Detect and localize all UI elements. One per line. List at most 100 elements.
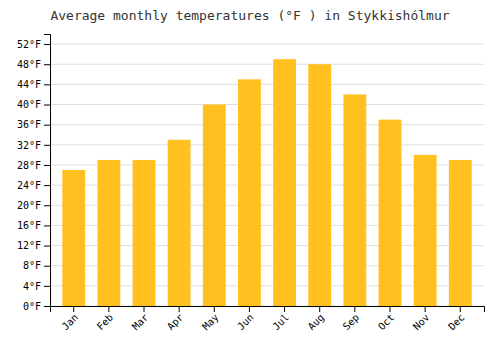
x-tick: Sep	[341, 306, 362, 332]
y-tick-label: 32°F	[17, 140, 41, 151]
x-tick-label: Mar	[130, 312, 151, 333]
y-tick: 28°F	[17, 160, 50, 171]
y-tick-mark	[44, 246, 50, 247]
y-tick-mark	[44, 125, 50, 126]
y-tick-mark	[44, 105, 50, 106]
y-tick-label: 24°F	[17, 180, 41, 191]
x-tick: Nov	[411, 306, 432, 332]
x-tick: Oct	[376, 306, 397, 332]
y-tick-mark	[44, 306, 50, 307]
bar	[449, 160, 472, 306]
x-tick: Jan	[60, 306, 81, 332]
x-tick-mark	[249, 306, 250, 312]
y-tick-label: 44°F	[17, 79, 41, 90]
y-tick: 0°F	[23, 301, 50, 312]
y-tick-label: 16°F	[17, 220, 41, 231]
x-tick: Mar	[130, 306, 151, 332]
x-tick-label: Oct	[376, 312, 397, 333]
grid-line	[50, 84, 484, 85]
x-tick: Jul	[270, 306, 291, 332]
x-tick-mark	[144, 306, 145, 312]
x-tick-mark	[284, 306, 285, 312]
y-tick-mark	[44, 165, 50, 166]
y-tick: 4°F	[23, 281, 50, 292]
x-tick: Dec	[446, 306, 467, 332]
x-tick: Feb	[95, 306, 116, 332]
x-tick-mark	[73, 306, 74, 312]
grid-line	[50, 64, 484, 65]
y-tick: 24°F	[17, 180, 50, 191]
x-tick-mark	[425, 306, 426, 312]
y-tick: 44°F	[17, 79, 50, 90]
y-axis: 0°F 4°F 8°F 12°F 16°F 20°F 24°F 28°F 32°F 36°F 40°…	[17, 35, 51, 312]
x-tick-mark	[214, 306, 215, 312]
y-tick: 12°F	[17, 240, 50, 251]
x-tick: May	[200, 306, 221, 332]
y-tick-mark	[44, 266, 50, 267]
y-tick-mark	[44, 44, 50, 45]
y-tick-mark	[44, 286, 50, 287]
x-tick-label: Jan	[60, 312, 81, 333]
y-tick-label: 20°F	[17, 200, 41, 211]
y-tick-label: 0°F	[23, 301, 41, 312]
x-tick: Apr	[165, 306, 186, 332]
bar	[273, 59, 296, 306]
y-tick: 48°F	[17, 59, 50, 70]
bar	[62, 170, 85, 306]
x-tick-label: Nov	[411, 312, 432, 333]
title: Average monthly temperatures (°F ) in St…	[50, 8, 449, 23]
grid-line	[50, 124, 484, 125]
y-axis-line	[44, 35, 51, 307]
bar	[414, 155, 437, 306]
y-tick-label: 52°F	[17, 39, 41, 50]
x-tick: Aug	[306, 306, 327, 332]
x-tick-label: Jun	[235, 312, 256, 333]
y-tick-label: 12°F	[17, 240, 41, 251]
bar	[168, 140, 191, 306]
x-tick-label: Jul	[270, 312, 291, 333]
x-tick-mark	[460, 306, 461, 312]
grid-line	[50, 44, 484, 45]
x-tick-mark	[389, 306, 390, 312]
x-tick-label: May	[200, 312, 221, 333]
y-tick-mark	[44, 84, 50, 85]
y-tick-mark	[44, 185, 50, 186]
bars	[62, 59, 471, 306]
y-tick: 52°F	[17, 39, 50, 50]
y-tick: 20°F	[17, 200, 50, 211]
y-tick: 36°F	[17, 119, 50, 130]
x-tick-label: Sep	[341, 312, 362, 333]
x-tick-label: Aug	[306, 312, 327, 333]
chart: 0°F 4°F 8°F 12°F 16°F 20°F 24°F 28°F 32°F 36°F 40°…	[0, 0, 500, 350]
grid-line	[50, 144, 484, 145]
bar	[308, 64, 331, 306]
y-tick-mark	[44, 145, 50, 146]
y-tick: 8°F	[23, 260, 50, 271]
y-tick: 16°F	[17, 220, 50, 231]
grid-line	[50, 104, 484, 105]
y-tick-label: 48°F	[17, 59, 41, 70]
x-tick-mark	[319, 306, 320, 312]
x-tick-label: Dec	[446, 312, 467, 333]
bar	[238, 79, 261, 306]
bar	[97, 160, 120, 306]
x-tick-label: Apr	[165, 312, 186, 333]
y-tick-label: 8°F	[23, 260, 41, 271]
y-tick-label: 4°F	[23, 281, 41, 292]
x-axis-line	[51, 307, 485, 313]
y-tick-label: 28°F	[17, 160, 41, 171]
y-tick: 40°F	[17, 99, 50, 110]
y-tick-mark	[44, 205, 50, 206]
bar	[133, 160, 156, 306]
x-tick-mark	[108, 306, 109, 312]
y-tick-label: 36°F	[17, 119, 41, 130]
y-tick-label: 40°F	[17, 99, 41, 110]
x-tick-mark	[354, 306, 355, 312]
y-tick: 32°F	[17, 140, 50, 151]
bar	[379, 120, 402, 306]
bar	[343, 94, 366, 306]
x-tick-label: Feb	[95, 312, 116, 333]
x-axis: Jan Feb Mar Apr May Jun Jul Aug Sep Oct Nov Dec	[51, 306, 485, 332]
y-tick-mark	[44, 225, 50, 226]
x-tick-mark	[179, 306, 180, 312]
